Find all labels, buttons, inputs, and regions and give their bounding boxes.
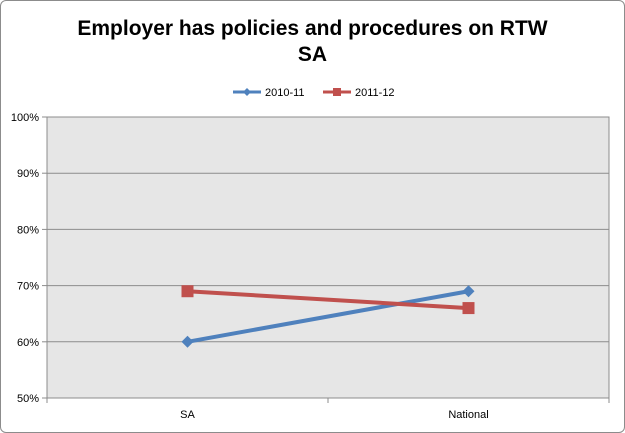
legend-label: 2010-11	[265, 87, 305, 99]
data-point-2011-12	[462, 302, 475, 315]
x-tick-label: SA	[180, 409, 195, 421]
y-tick-label: 50%	[17, 393, 39, 405]
plot-area	[46, 116, 610, 399]
chart-subtitle: SA	[297, 43, 328, 66]
y-tick-label: 90%	[17, 168, 39, 180]
series-line-2010-11	[187, 289, 469, 344]
y-tick-label: 60%	[17, 337, 39, 349]
series-line-2011-12	[187, 289, 469, 311]
legend-marker-2011-12	[333, 88, 341, 96]
y-tick-label: 100%	[11, 112, 39, 124]
legend-marker-2010-11	[243, 88, 251, 96]
y-tick-label: 80%	[17, 224, 39, 236]
chart-title: Employer has policies and procedures on …	[77, 17, 548, 40]
legend-label: 2011-12	[355, 87, 395, 99]
data-point-2010-11	[462, 285, 475, 298]
x-tick-label: National	[448, 409, 488, 421]
data-point-2011-12	[181, 285, 194, 298]
data-point-2010-11	[181, 335, 194, 348]
y-tick-label: 70%	[17, 281, 39, 293]
